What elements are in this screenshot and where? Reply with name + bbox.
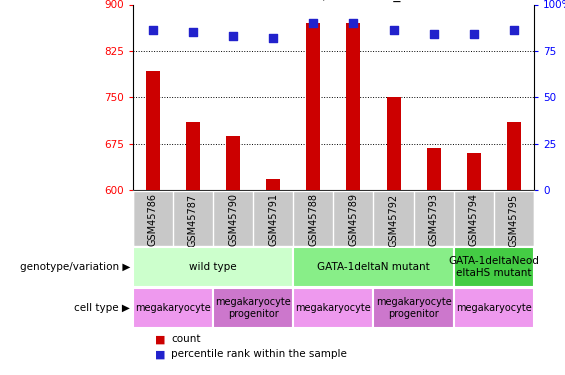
- Text: GATA-1deltaNeod
eltaHS mutant: GATA-1deltaNeod eltaHS mutant: [449, 256, 539, 278]
- Point: [189, 29, 198, 35]
- Bar: [427, 148, 441, 190]
- Text: GSM45789: GSM45789: [349, 194, 358, 246]
- Text: GSM45790: GSM45790: [228, 194, 238, 246]
- Bar: [454, 247, 534, 287]
- Bar: [133, 288, 213, 328]
- Point: [349, 20, 358, 26]
- Text: GSM45793: GSM45793: [429, 194, 438, 246]
- Text: wild type: wild type: [189, 262, 237, 272]
- Bar: [266, 179, 280, 190]
- Bar: [213, 288, 293, 328]
- Text: GSM45794: GSM45794: [469, 194, 479, 246]
- Bar: [293, 247, 454, 287]
- Bar: [467, 153, 481, 190]
- Text: megakaryocyte
progenitor: megakaryocyte progenitor: [215, 297, 291, 319]
- Text: GSM45791: GSM45791: [268, 194, 278, 246]
- Bar: [293, 288, 373, 328]
- Point: [308, 20, 318, 26]
- Point: [148, 27, 157, 33]
- Text: GSM45787: GSM45787: [188, 194, 198, 246]
- Text: megakaryocyte: megakaryocyte: [456, 303, 532, 313]
- Bar: [226, 136, 240, 190]
- Point: [510, 27, 519, 33]
- Point: [228, 33, 237, 39]
- Bar: [373, 288, 454, 328]
- Text: GSM45786: GSM45786: [148, 194, 158, 246]
- Text: genotype/variation ▶: genotype/variation ▶: [20, 262, 130, 272]
- Text: count: count: [171, 334, 201, 345]
- Bar: [454, 288, 534, 328]
- Text: GATA-1deltaN mutant: GATA-1deltaN mutant: [317, 262, 430, 272]
- Point: [269, 35, 278, 41]
- Text: cell type ▶: cell type ▶: [74, 303, 130, 313]
- Bar: [186, 122, 200, 190]
- Text: megakaryocyte: megakaryocyte: [295, 303, 371, 313]
- Text: GSM45788: GSM45788: [308, 194, 318, 246]
- Bar: [386, 98, 401, 190]
- Title: GDS1316 / 1427244_at: GDS1316 / 1427244_at: [253, 0, 414, 2]
- Point: [470, 31, 479, 37]
- Text: megakaryocyte
progenitor: megakaryocyte progenitor: [376, 297, 451, 319]
- Text: ■: ■: [155, 349, 166, 359]
- Text: ■: ■: [155, 334, 166, 345]
- Point: [429, 31, 438, 37]
- Bar: [306, 23, 320, 190]
- Text: GSM45792: GSM45792: [389, 194, 398, 246]
- Bar: [507, 122, 521, 190]
- Bar: [133, 247, 293, 287]
- Bar: [146, 71, 160, 190]
- Text: percentile rank within the sample: percentile rank within the sample: [171, 349, 347, 359]
- Bar: [346, 23, 360, 190]
- Point: [389, 27, 398, 33]
- Text: GSM45795: GSM45795: [509, 194, 519, 246]
- Text: megakaryocyte: megakaryocyte: [135, 303, 211, 313]
